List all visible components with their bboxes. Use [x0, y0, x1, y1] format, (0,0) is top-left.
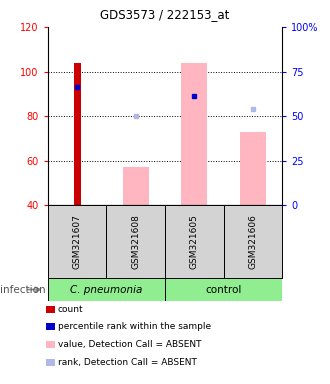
Text: value, Detection Call = ABSENT: value, Detection Call = ABSENT: [58, 340, 201, 349]
FancyBboxPatch shape: [48, 278, 165, 301]
Text: GSM321605: GSM321605: [190, 215, 199, 269]
Bar: [122, 167, 149, 205]
FancyBboxPatch shape: [165, 205, 224, 278]
Text: control: control: [205, 285, 242, 295]
Text: infection: infection: [0, 285, 46, 295]
Text: C. pneumonia: C. pneumonia: [70, 285, 143, 295]
Text: rank, Detection Call = ABSENT: rank, Detection Call = ABSENT: [58, 358, 197, 367]
Bar: [240, 132, 266, 205]
FancyBboxPatch shape: [165, 278, 282, 301]
Bar: [181, 63, 208, 205]
Text: GSM321606: GSM321606: [248, 215, 257, 269]
Text: GSM321607: GSM321607: [73, 215, 82, 269]
FancyBboxPatch shape: [106, 205, 165, 278]
FancyBboxPatch shape: [48, 205, 106, 278]
Text: percentile rank within the sample: percentile rank within the sample: [58, 322, 211, 331]
Text: GDS3573 / 222153_at: GDS3573 / 222153_at: [100, 8, 230, 21]
Text: GSM321608: GSM321608: [131, 215, 140, 269]
FancyBboxPatch shape: [224, 205, 282, 278]
Text: count: count: [58, 305, 83, 314]
Bar: [74, 63, 81, 205]
